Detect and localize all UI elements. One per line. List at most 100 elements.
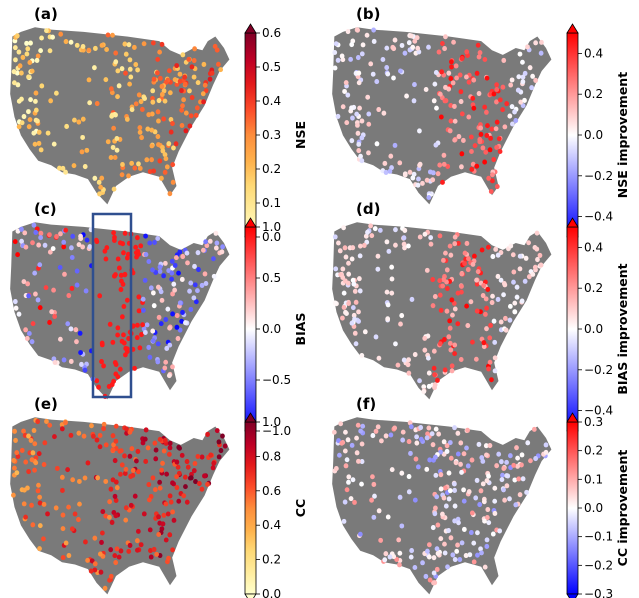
station-dot bbox=[177, 445, 182, 451]
station-dot bbox=[517, 253, 523, 259]
station-dot bbox=[385, 302, 391, 308]
station-dot bbox=[408, 424, 414, 430]
station-dot bbox=[170, 547, 175, 553]
station-dot bbox=[107, 514, 112, 520]
station-dot bbox=[426, 383, 432, 389]
station-dot bbox=[158, 289, 164, 295]
station-dot bbox=[72, 117, 77, 123]
station-dot bbox=[401, 241, 407, 247]
colorbar-tick-label: −0.2 bbox=[584, 169, 613, 183]
station-dot bbox=[438, 472, 444, 478]
station-dot bbox=[438, 536, 444, 542]
station-dot bbox=[101, 426, 106, 432]
station-dot bbox=[484, 478, 490, 484]
station-dot bbox=[108, 573, 114, 579]
station-dot bbox=[92, 561, 98, 567]
colorbar-tick-label: 0.2 bbox=[584, 281, 603, 295]
station-dot bbox=[20, 54, 26, 60]
station-dot bbox=[155, 109, 161, 115]
station-dot bbox=[148, 285, 154, 291]
station-dot bbox=[452, 241, 458, 247]
station-dot bbox=[163, 317, 169, 323]
station-dot bbox=[487, 147, 493, 153]
station-dot bbox=[338, 421, 344, 427]
map-d bbox=[332, 222, 552, 400]
station-dot bbox=[435, 171, 441, 177]
station-dot bbox=[357, 531, 363, 537]
station-dot bbox=[512, 309, 518, 315]
station-dot bbox=[99, 175, 105, 181]
station-dot bbox=[173, 255, 179, 261]
station-dot bbox=[406, 489, 412, 495]
station-dot bbox=[424, 177, 430, 183]
station-dot bbox=[382, 557, 388, 563]
station-dot bbox=[461, 137, 466, 143]
station-dot bbox=[434, 494, 440, 500]
station-dot bbox=[492, 485, 498, 491]
station-dot bbox=[99, 539, 104, 545]
station-dot bbox=[411, 98, 417, 104]
station-dot bbox=[498, 277, 504, 283]
station-dot bbox=[530, 271, 536, 277]
station-dot bbox=[350, 477, 356, 483]
station-dot bbox=[47, 48, 53, 54]
station-dot bbox=[188, 113, 194, 119]
station-dot bbox=[501, 487, 506, 493]
station-dot bbox=[384, 45, 390, 51]
station-dot bbox=[443, 98, 449, 104]
station-dot bbox=[159, 91, 165, 97]
station-dot bbox=[161, 512, 167, 518]
station-dot bbox=[119, 338, 125, 344]
station-dot bbox=[121, 250, 126, 256]
station-dot bbox=[162, 98, 168, 104]
station-dot bbox=[425, 548, 430, 554]
station-dot bbox=[209, 70, 215, 76]
station-dot bbox=[448, 102, 454, 109]
station-dot bbox=[162, 365, 168, 371]
station-dot bbox=[78, 350, 83, 356]
station-dot bbox=[150, 267, 155, 273]
station-dot bbox=[113, 59, 119, 65]
station-dot bbox=[208, 452, 214, 458]
colorbar-tick-label: −0.4 bbox=[584, 404, 613, 418]
station-dot bbox=[118, 287, 124, 293]
station-dot bbox=[110, 433, 116, 439]
station-dot bbox=[189, 95, 195, 101]
station-dot bbox=[31, 130, 37, 136]
station-dot bbox=[437, 341, 443, 347]
station-dot bbox=[349, 105, 354, 111]
station-dot bbox=[16, 49, 22, 55]
station-dot bbox=[355, 122, 360, 128]
station-dot bbox=[472, 253, 477, 259]
station-dot bbox=[406, 370, 412, 376]
station-dot bbox=[126, 548, 132, 554]
station-dot bbox=[159, 41, 165, 47]
station-dot bbox=[481, 283, 487, 289]
station-dot bbox=[402, 227, 408, 233]
station-dot bbox=[462, 250, 468, 256]
station-dot bbox=[87, 100, 93, 106]
station-dot bbox=[378, 537, 384, 543]
station-dot bbox=[494, 119, 500, 125]
station-dot bbox=[405, 362, 411, 368]
station-dot bbox=[179, 122, 185, 129]
station-dot bbox=[459, 283, 464, 289]
station-dot bbox=[415, 182, 421, 188]
station-dot bbox=[406, 357, 411, 363]
station-dot bbox=[220, 244, 225, 250]
station-dot bbox=[174, 485, 180, 491]
station-dot bbox=[167, 440, 173, 446]
station-dot bbox=[116, 265, 122, 271]
station-dot bbox=[216, 454, 222, 460]
station-dot bbox=[516, 74, 522, 80]
station-dot bbox=[105, 139, 111, 145]
station-dot bbox=[85, 557, 90, 563]
station-dot bbox=[195, 250, 201, 256]
station-dot bbox=[83, 539, 88, 545]
station-dot bbox=[354, 111, 360, 117]
station-dot bbox=[426, 542, 432, 548]
station-dot bbox=[113, 361, 119, 367]
station-dot bbox=[442, 46, 447, 52]
station-dot bbox=[370, 474, 375, 480]
